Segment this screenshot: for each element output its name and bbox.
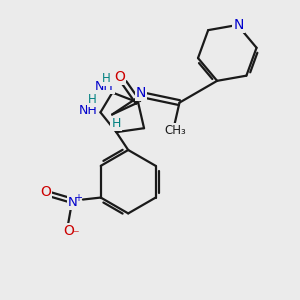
Text: H: H xyxy=(88,93,97,106)
Text: O: O xyxy=(40,184,51,199)
Text: ⁻: ⁻ xyxy=(72,229,78,242)
Text: H: H xyxy=(111,117,121,130)
Text: O: O xyxy=(114,70,125,84)
Text: N: N xyxy=(233,18,244,32)
Text: +: + xyxy=(74,193,82,202)
Text: O: O xyxy=(64,224,74,238)
Text: NH: NH xyxy=(95,80,114,93)
Text: CH₃: CH₃ xyxy=(165,124,186,137)
Text: H: H xyxy=(102,72,111,85)
Text: NH: NH xyxy=(79,104,98,117)
Text: N: N xyxy=(136,86,146,100)
Text: N: N xyxy=(68,196,78,209)
